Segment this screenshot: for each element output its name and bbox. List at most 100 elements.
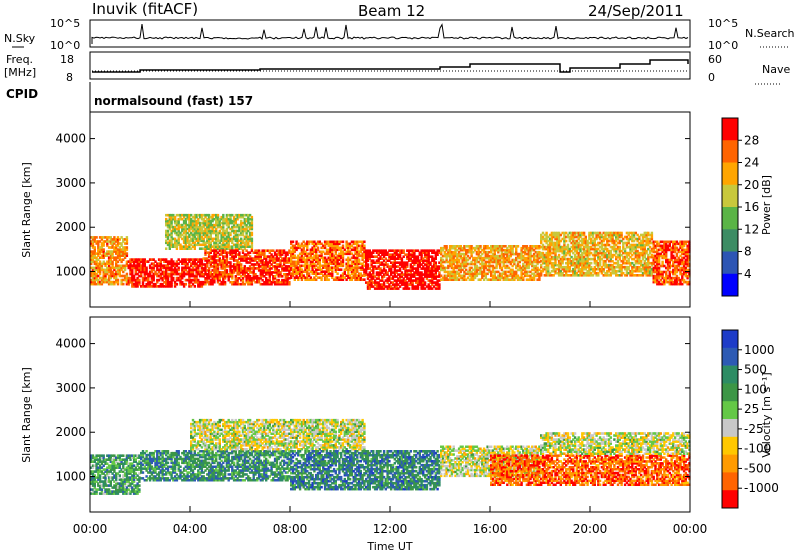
heatmap-cell: [513, 245, 516, 248]
heatmap-cell: [359, 244, 362, 248]
heatmap-cell: [207, 275, 211, 278]
heatmap-cell: [393, 287, 396, 290]
heatmap-cell: [365, 269, 368, 272]
heatmap-cell: [370, 281, 373, 284]
heatmap-cell: [398, 255, 402, 258]
heatmap-cell: [182, 231, 186, 235]
heatmap-cell: [525, 246, 529, 250]
heatmap-cell: [545, 259, 548, 263]
heatmap-cell: [586, 269, 589, 273]
heatmap-cell: [270, 271, 273, 274]
heatmap-cell: [566, 267, 570, 271]
heatmap-cell: [607, 239, 611, 243]
heatmap-cell: [227, 217, 230, 221]
heatmap-cell: [482, 274, 486, 278]
heatmap-cell: [307, 274, 311, 277]
heatmap-cell: [450, 250, 454, 254]
heatmap-cell: [415, 285, 418, 288]
heatmap-cell: [159, 266, 162, 270]
heatmap-cell: [540, 271, 543, 275]
heatmap-cell: [565, 269, 568, 273]
heatmap-cell: [250, 245, 254, 248]
heatmap-cell: [348, 278, 352, 281]
heatmap-cell: [229, 213, 232, 217]
heatmap-cell: [434, 255, 437, 258]
heatmap-cell: [186, 239, 189, 243]
heatmap-cell: [565, 265, 568, 269]
heatmap-cell: [188, 229, 191, 233]
heatmap-cell: [195, 264, 198, 268]
heatmap-cell: [188, 274, 191, 278]
heatmap-cell: [384, 269, 387, 272]
heatmap-cell: [272, 257, 275, 260]
heatmap-cell: [431, 287, 434, 290]
heatmap-cell: [577, 233, 580, 237]
heatmap-cell: [141, 276, 145, 280]
heatmap-cell: [172, 276, 175, 280]
heatmap-cell: [279, 261, 282, 264]
heatmap-cell: [377, 253, 380, 256]
heatmap-cell: [611, 253, 614, 257]
heatmap-cell: [191, 282, 195, 286]
heatmap-cell: [613, 231, 616, 235]
heatmap-cell: [125, 248, 129, 251]
heatmap-cell: [604, 237, 607, 241]
heatmap-cell: [545, 233, 548, 237]
heatmap-cell: [231, 245, 234, 248]
heatmap-cell: [236, 225, 239, 229]
heatmap-cell: [279, 255, 282, 258]
heatmap-cell: [502, 264, 505, 268]
heatmap-cell: [597, 255, 600, 259]
heatmap-cell: [150, 266, 154, 270]
heatmap-cell: [613, 267, 616, 271]
heatmap-cell: [527, 252, 530, 256]
heatmap-cell: [211, 227, 214, 231]
heatmap-cell: [327, 258, 330, 262]
heatmap-cell: [243, 237, 246, 241]
heatmap-cell: [209, 229, 212, 233]
heatmap-cell: [159, 268, 162, 272]
heatmap-cell: [232, 235, 236, 239]
heatmap-cell: [406, 281, 409, 284]
heatmap-cell: [98, 240, 102, 243]
heatmap-cell: [577, 253, 580, 257]
heatmap-cell: [222, 259, 225, 262]
heatmap-cell: [118, 238, 121, 241]
heatmap-cell: [536, 270, 539, 274]
heatmap-cell: [565, 261, 568, 265]
heatmap-cell: [373, 255, 377, 258]
heatmap-cell: [323, 246, 327, 250]
heatmap-cell: [256, 280, 259, 284]
heatmap-cell: [640, 239, 643, 243]
heatmap-cell: [248, 245, 252, 248]
heatmap-cell: [248, 237, 252, 241]
freq-trace: [92, 59, 689, 73]
heatmap-cell: [307, 278, 311, 281]
heatmap-cell: [297, 254, 300, 258]
heatmap-cell: [563, 255, 566, 259]
heatmap-cell: [482, 278, 486, 281]
heatmap-cell: [172, 262, 175, 266]
heatmap-cell: [366, 287, 370, 290]
heatmap-cell: [438, 271, 441, 274]
heatmap-cell: [122, 264, 125, 268]
heatmap-cell: [381, 277, 384, 280]
heatmap-cell: [220, 271, 223, 274]
heatmap-cell: [413, 267, 416, 270]
heatmap-cell: [297, 244, 300, 248]
heatmap-cell: [647, 241, 650, 245]
heatmap-cell: [234, 245, 237, 248]
heatmap-cell: [548, 261, 552, 265]
heatmap-cell: [484, 256, 487, 260]
heatmap-cell: [161, 282, 164, 286]
heatmap-cell: [359, 254, 362, 258]
heatmap-cell: [545, 235, 548, 239]
heatmap-cell: [225, 245, 229, 248]
heatmap-cell: [315, 242, 318, 246]
heatmap-cell: [607, 255, 611, 259]
heatmap-cell: [170, 225, 173, 229]
heatmap-cell: [245, 237, 248, 241]
heatmap-cell: [218, 277, 221, 280]
heatmap-cell: [95, 272, 98, 276]
heatmap-cell: [216, 277, 220, 280]
